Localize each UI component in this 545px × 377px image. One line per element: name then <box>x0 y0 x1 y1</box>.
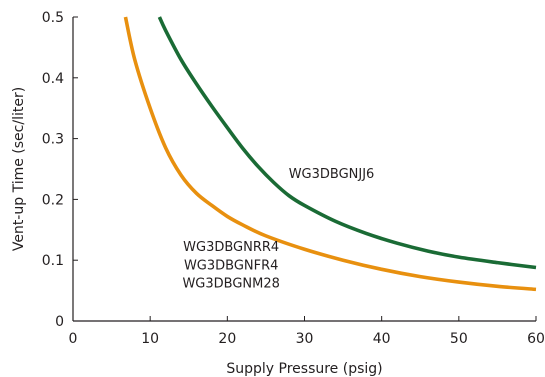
x-axis-label: Supply Pressure (psig) <box>226 361 382 377</box>
y-tick-label: 0.2 <box>42 192 64 208</box>
x-tick-label: 60 <box>527 331 545 347</box>
tick-layer: 0 10 20 30 40 50 60 0 0.1 0.2 0.3 0.4 0.5 <box>42 10 545 347</box>
curve-label: WG3DBGNM28 <box>182 277 279 292</box>
series-line-wg3dbgnjj6 <box>157 16 537 270</box>
x-tick-label: 30 <box>296 331 314 347</box>
y-tick-label: 0.4 <box>42 71 64 87</box>
series-layer <box>123 16 537 292</box>
x-tick-label: 0 <box>69 331 78 347</box>
curve-label: WG3DBGNFR4 <box>184 258 278 273</box>
y-tick-label: 0.5 <box>42 10 64 26</box>
x-tick-label: 20 <box>218 331 236 347</box>
curve-label: WG3DBGNRR4 <box>183 240 279 255</box>
annotation-layer: WG3DBGNJJ6 WG3DBGNRR4 WG3DBGNFR4 WG3DBGNM28 <box>182 167 374 291</box>
x-tick-label: 50 <box>450 331 468 347</box>
y-axis-label: Vent-up Time (sec/liter) <box>11 87 27 251</box>
y-tick-label: 0 <box>55 314 64 330</box>
series-line-wg3dbgnrr4-group <box>123 16 537 292</box>
x-tick-label: 10 <box>141 331 159 347</box>
x-tick-label: 40 <box>373 331 391 347</box>
y-tick-label: 0.1 <box>42 253 64 269</box>
curve-label: WG3DBGNJJ6 <box>289 167 375 182</box>
y-tick-label: 0.3 <box>42 132 64 148</box>
